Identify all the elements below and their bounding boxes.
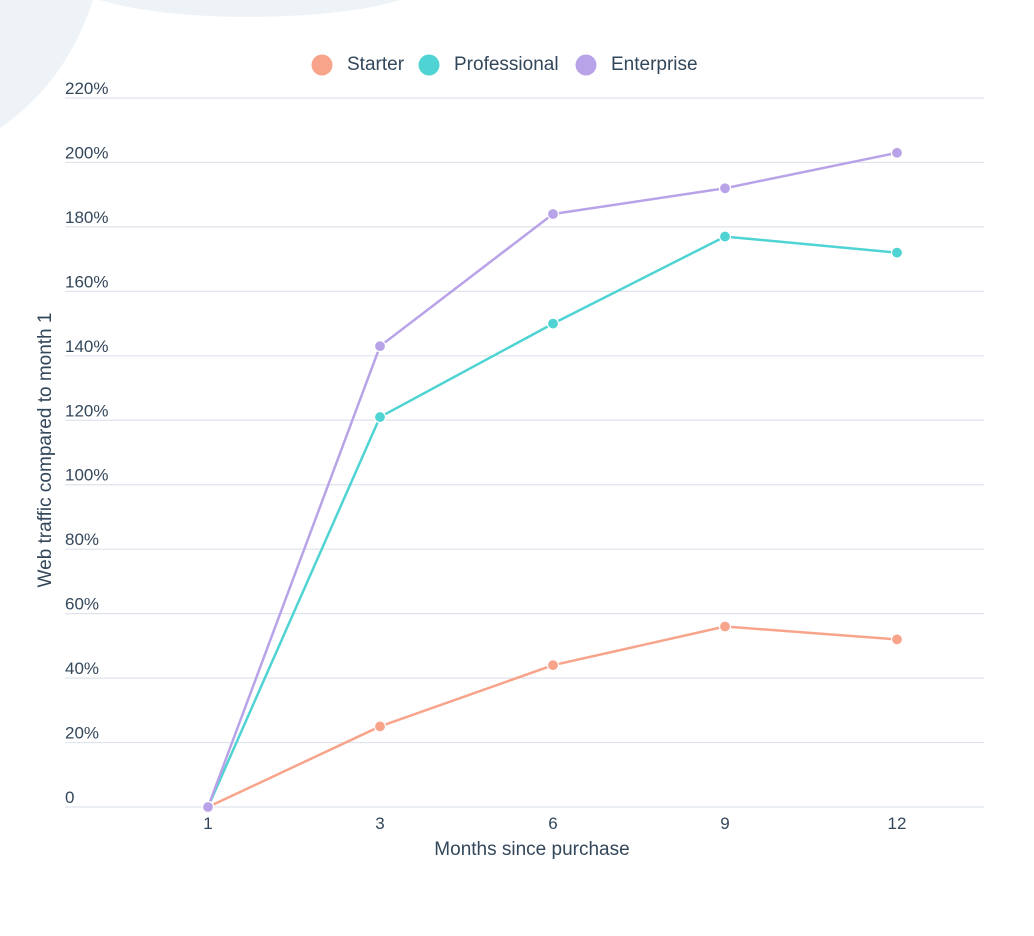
y-tick-label: 100%: [65, 466, 108, 485]
y-tick-label: 0: [65, 788, 74, 807]
y-axis-title: Web traffic compared to month 1: [35, 313, 56, 588]
data-point-starter: [890, 633, 904, 646]
x-tick-label: 12: [888, 814, 907, 833]
y-tick-label: 40%: [65, 659, 99, 678]
legend-label-professional: Professional: [454, 54, 559, 75]
series-points: [201, 146, 904, 814]
y-tick-label: 80%: [65, 530, 99, 549]
y-tick-label: 180%: [65, 208, 108, 227]
legend: Starter Professional Enterprise: [311, 54, 698, 76]
y-tick-label: 140%: [65, 337, 108, 356]
legend-marker-starter: [311, 54, 333, 76]
data-point-starter: [373, 720, 387, 733]
y-tick-label: 120%: [65, 401, 108, 420]
legend-label-enterprise: Enterprise: [611, 54, 698, 75]
x-tick-label: 9: [720, 814, 729, 833]
background-decoration: [0, 0, 400, 128]
data-point-enterprise: [718, 182, 732, 195]
legend-label-starter: Starter: [347, 54, 405, 75]
data-point-enterprise: [546, 207, 560, 221]
data-point-starter: [718, 620, 732, 633]
series-line-enterprise: [206, 151, 899, 809]
data-point-professional: [546, 317, 560, 330]
data-point-starter: [546, 659, 560, 672]
y-tick-label: 220%: [65, 79, 108, 98]
x-axis-title: Months since purchase: [434, 839, 629, 860]
y-tick-label: 160%: [65, 272, 108, 291]
background-blob-left: [0, 0, 93, 128]
data-point-professional: [373, 410, 387, 424]
series-lines: [206, 151, 899, 809]
background-blob-top: [100, 0, 400, 17]
legend-marker-professional: [418, 54, 440, 76]
data-point-enterprise: [373, 340, 387, 353]
x-tick-label: 1: [203, 814, 212, 833]
data-point-professional: [718, 230, 732, 243]
data-point-enterprise: [201, 800, 215, 814]
y-axis-tick-labels: 0 20% 40% 60% 80% 100% 120% 140% 160% 180% 200% 220…: [65, 79, 108, 807]
data-point-enterprise: [890, 146, 904, 159]
y-tick-label: 60%: [65, 595, 99, 614]
y-tick-label: 20%: [65, 724, 99, 743]
data-point-professional: [890, 246, 904, 259]
y-tick-label: 200%: [65, 143, 108, 162]
x-tick-label: 3: [375, 814, 384, 833]
legend-marker-enterprise: [575, 54, 597, 76]
x-tick-label: 6: [548, 814, 557, 833]
x-axis-tick-labels: 1 3 6 9 12: [203, 814, 906, 833]
gridlines: [65, 97, 984, 808]
series-line-starter: [206, 625, 899, 809]
